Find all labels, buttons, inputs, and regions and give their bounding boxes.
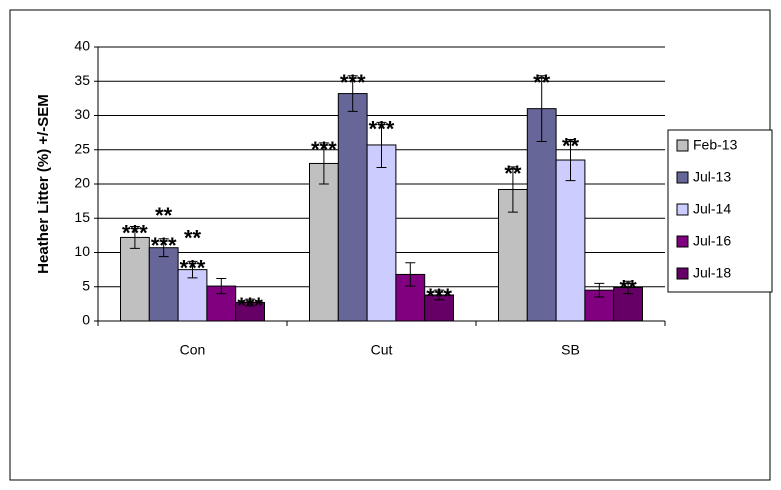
y-tick-label: 5 (82, 277, 90, 293)
error-bar (565, 138, 576, 182)
error-bar (158, 238, 169, 258)
significance-label: *** (122, 220, 148, 245)
significance-label: ** (620, 275, 638, 300)
significance-label: ** (184, 225, 202, 250)
y-tick-label: 30 (74, 106, 90, 122)
y-tick-label: 20 (74, 175, 90, 191)
legend-swatch (676, 267, 689, 280)
error-bar (129, 225, 140, 249)
significance-label: ** (155, 203, 173, 228)
bar (148, 247, 179, 322)
legend-swatch (676, 171, 689, 184)
error-bar (594, 282, 605, 298)
bar (337, 93, 368, 322)
legend-label: Jul-18 (693, 265, 731, 281)
error-bar (216, 278, 227, 295)
x-tick-label: Cut (371, 342, 393, 358)
y-tick-label: 0 (82, 312, 90, 328)
y-tick-label: 15 (74, 209, 90, 225)
significance-label: *** (369, 116, 395, 141)
error-bar (187, 260, 198, 279)
legend-swatch (676, 235, 689, 248)
legend-label: Jul-14 (693, 201, 731, 217)
significance-label: ** (562, 133, 580, 158)
error-bar (318, 142, 329, 185)
error-bar (623, 280, 634, 295)
error-bar (536, 75, 547, 143)
legend-label: Feb-13 (693, 137, 738, 153)
bar (120, 236, 150, 322)
legend-swatch (676, 139, 689, 152)
y-tick-label: 25 (74, 140, 90, 156)
error-bar (405, 262, 416, 287)
x-tick-label: Con (180, 342, 206, 358)
x-tick-label: SB (561, 342, 580, 358)
significance-label: *** (180, 255, 206, 280)
significance-label: *** (237, 293, 263, 318)
bar (526, 108, 557, 322)
significance-label: *** (311, 137, 337, 162)
error-bar (434, 289, 445, 301)
bar (309, 162, 339, 322)
significance-label: *** (426, 284, 452, 309)
significance-label: *** (151, 233, 177, 258)
significance-label: ** (504, 161, 522, 186)
error-bar (347, 75, 358, 112)
error-bar (376, 121, 387, 169)
y-axis-label: Heather Litter (%) +/-SEM (35, 94, 52, 274)
bar (366, 144, 397, 322)
legend-swatch (676, 203, 689, 216)
y-tick-label: 40 (74, 38, 90, 54)
legend-label: Jul-13 (693, 169, 731, 185)
y-tick-label: 10 (74, 243, 90, 259)
significance-label: ** (533, 70, 551, 95)
error-bar (245, 298, 256, 307)
error-bar (507, 166, 518, 213)
y-tick-label: 35 (74, 72, 90, 88)
significance-label: *** (340, 70, 366, 95)
legend-label: Jul-16 (693, 233, 731, 249)
bar (555, 159, 586, 322)
